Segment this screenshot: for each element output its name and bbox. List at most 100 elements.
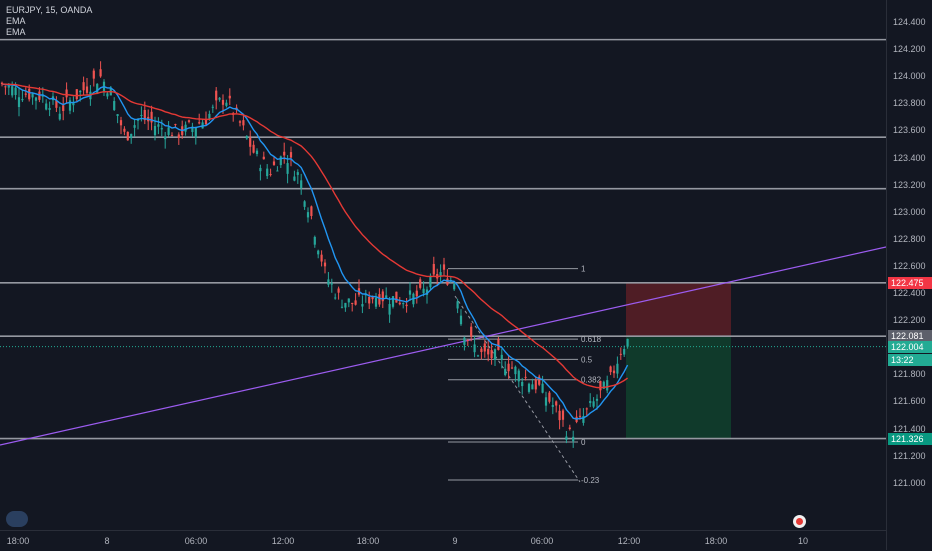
candle-body — [123, 128, 126, 132]
candle-body — [184, 124, 187, 132]
candle-body — [487, 348, 490, 355]
candle-body — [0, 82, 4, 85]
time-tick-label: 9 — [452, 536, 458, 546]
fib-level-label: 0.5 — [581, 355, 593, 364]
candle-body — [55, 100, 58, 108]
target-price-badge: 121.326 — [888, 432, 932, 445]
candle-body — [442, 264, 446, 270]
price-tick-label: 122.400 — [893, 288, 926, 298]
candle-body — [14, 87, 17, 95]
candle-body — [204, 119, 208, 125]
candle-body — [527, 383, 531, 392]
fib-level-label: -0.23 — [581, 476, 600, 485]
candle-body — [150, 111, 153, 123]
candle-body — [289, 152, 293, 158]
candle-body — [351, 302, 354, 305]
candle-body — [534, 379, 537, 390]
candle-body — [72, 102, 75, 106]
price-tick-label: 123.400 — [893, 152, 926, 163]
candle-body — [561, 410, 565, 420]
price-tick-label: 124.000 — [893, 71, 926, 82]
candle-body — [548, 392, 551, 402]
candle-body — [609, 366, 612, 373]
candle-body — [619, 353, 622, 355]
last-price-badge: 122.004 — [888, 340, 932, 353]
symbol-title[interactable]: EURJPY, 15, OANDA — [6, 5, 93, 15]
candle-body — [170, 135, 174, 137]
candle-body — [21, 99, 24, 101]
candle-body — [408, 290, 412, 295]
price-chart[interactable]: 1 0.618 0.5 0.382 0 -0.23 — [0, 0, 886, 530]
candle-body — [524, 376, 527, 378]
candle-body — [269, 174, 272, 176]
candle-body — [344, 302, 347, 308]
candle-body — [626, 338, 629, 347]
candle-body — [327, 279, 330, 285]
candle-body — [612, 370, 616, 374]
candle-body — [456, 301, 459, 309]
candle-body — [11, 86, 14, 96]
candle-body — [92, 70, 95, 79]
candle-body — [476, 355, 480, 357]
candle-body — [555, 401, 558, 406]
candle-body — [578, 415, 582, 417]
candle-body — [82, 82, 85, 91]
candle-body — [493, 349, 497, 360]
candle-body — [119, 120, 123, 126]
candle-body — [99, 69, 102, 77]
candle-body — [616, 363, 619, 374]
candle-body — [405, 304, 408, 307]
candle-body — [510, 367, 514, 369]
snapshot-icon[interactable] — [793, 515, 806, 528]
price-tick-label: 123.800 — [893, 98, 926, 109]
fib-level-label: 0.382 — [581, 376, 602, 385]
time-tick-label: 10 — [797, 536, 809, 546]
candle-body — [623, 349, 626, 355]
candle-body — [504, 368, 507, 376]
fib-trend-line — [454, 295, 581, 483]
time-axis[interactable]: 18:00 8 06:00 12:00 18:00 9 06:00 12:00 18:00 10 — [0, 530, 886, 551]
candle-body — [568, 427, 571, 430]
candle-body — [419, 279, 422, 288]
time-tick-label: 12:00 — [617, 536, 641, 546]
price-axis[interactable]: 124.400 124.200 124.000 123.800 123.600 123.4… — [886, 0, 932, 550]
candle-body — [415, 290, 418, 297]
time-tick-label: 06:00 — [530, 536, 554, 546]
candle-body — [480, 348, 483, 353]
ema-indicator-label[interactable]: EMA — [6, 16, 26, 26]
candle-body — [130, 133, 133, 139]
tradingview-logo-icon[interactable] — [6, 511, 28, 527]
candle-body — [259, 167, 262, 172]
candle-body — [388, 304, 391, 315]
candle-body — [354, 300, 357, 305]
candle-body — [463, 337, 466, 345]
candle-body — [378, 294, 381, 305]
chart-area[interactable]: 1 0.618 0.5 0.382 0 -0.23 EURJPY, 15, OANDA E… — [0, 0, 886, 530]
candle-body — [85, 86, 89, 93]
candle-body — [279, 156, 282, 166]
candle-body — [572, 436, 575, 442]
candle-body — [320, 254, 323, 262]
candle-body — [242, 120, 245, 126]
candle-body — [432, 263, 435, 275]
candle-body — [521, 381, 524, 387]
candle-body — [153, 125, 157, 136]
price-tick-label: 124.400 — [893, 17, 926, 27]
price-tick-label: 121.400 — [893, 423, 926, 434]
candle-body — [402, 303, 405, 305]
candle-body — [385, 295, 388, 298]
candle-body — [228, 95, 231, 99]
candle-body — [245, 135, 248, 139]
candle-body — [177, 134, 180, 138]
level-price-badge: 122.081 — [888, 330, 932, 343]
candle-body — [500, 354, 503, 360]
candle-body — [585, 408, 588, 410]
time-tick-label: 06:00 — [184, 536, 208, 546]
take-profit-zone — [626, 336, 731, 439]
candle-body — [113, 101, 116, 110]
ema-indicator-label[interactable]: EMA — [6, 27, 26, 37]
candle-body — [589, 400, 592, 404]
candle-body — [313, 236, 316, 245]
candle-body — [48, 108, 51, 110]
candle-body — [286, 163, 289, 174]
